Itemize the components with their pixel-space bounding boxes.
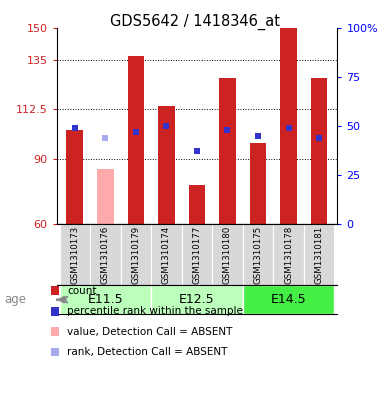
Bar — [151, 285, 243, 314]
Text: E11.5: E11.5 — [88, 293, 123, 306]
Text: GSM1310177: GSM1310177 — [192, 225, 202, 284]
Bar — [311, 78, 328, 224]
Text: GSM1310176: GSM1310176 — [101, 225, 110, 284]
Point — [255, 132, 261, 139]
Text: rank, Detection Call = ABSENT: rank, Detection Call = ABSENT — [67, 347, 227, 357]
Text: GDS5642 / 1418346_at: GDS5642 / 1418346_at — [110, 14, 280, 30]
Bar — [304, 224, 334, 285]
Bar — [66, 130, 83, 224]
Point — [224, 127, 230, 133]
Bar — [273, 224, 304, 285]
Bar — [243, 285, 334, 314]
Text: GSM1310175: GSM1310175 — [254, 225, 262, 284]
Bar — [97, 169, 114, 224]
Point — [316, 134, 322, 141]
Bar — [182, 224, 212, 285]
Bar — [219, 78, 236, 224]
Text: GSM1310174: GSM1310174 — [162, 225, 171, 284]
Bar — [121, 224, 151, 285]
Bar — [60, 285, 151, 314]
Text: GSM1310179: GSM1310179 — [131, 226, 140, 283]
Text: GSM1310178: GSM1310178 — [284, 225, 293, 284]
Bar — [243, 224, 273, 285]
Text: age: age — [4, 293, 26, 306]
Text: GSM1310181: GSM1310181 — [315, 225, 324, 284]
Text: E12.5: E12.5 — [179, 293, 215, 306]
Text: percentile rank within the sample: percentile rank within the sample — [67, 306, 243, 316]
Bar — [158, 106, 175, 224]
Point — [102, 134, 108, 141]
Text: GSM1310180: GSM1310180 — [223, 225, 232, 284]
Text: count: count — [67, 286, 97, 296]
Text: value, Detection Call = ABSENT: value, Detection Call = ABSENT — [67, 327, 232, 337]
Point — [194, 148, 200, 154]
Bar — [188, 185, 206, 224]
Bar — [90, 224, 121, 285]
Point — [133, 129, 139, 135]
Point — [163, 123, 170, 129]
Bar — [60, 224, 90, 285]
Bar — [151, 224, 182, 285]
Bar — [280, 28, 297, 224]
Point — [72, 125, 78, 131]
Text: GSM1310173: GSM1310173 — [70, 225, 79, 284]
Point — [285, 125, 292, 131]
Bar — [128, 56, 144, 224]
Bar — [250, 143, 266, 224]
Bar — [212, 224, 243, 285]
Text: E14.5: E14.5 — [271, 293, 306, 306]
